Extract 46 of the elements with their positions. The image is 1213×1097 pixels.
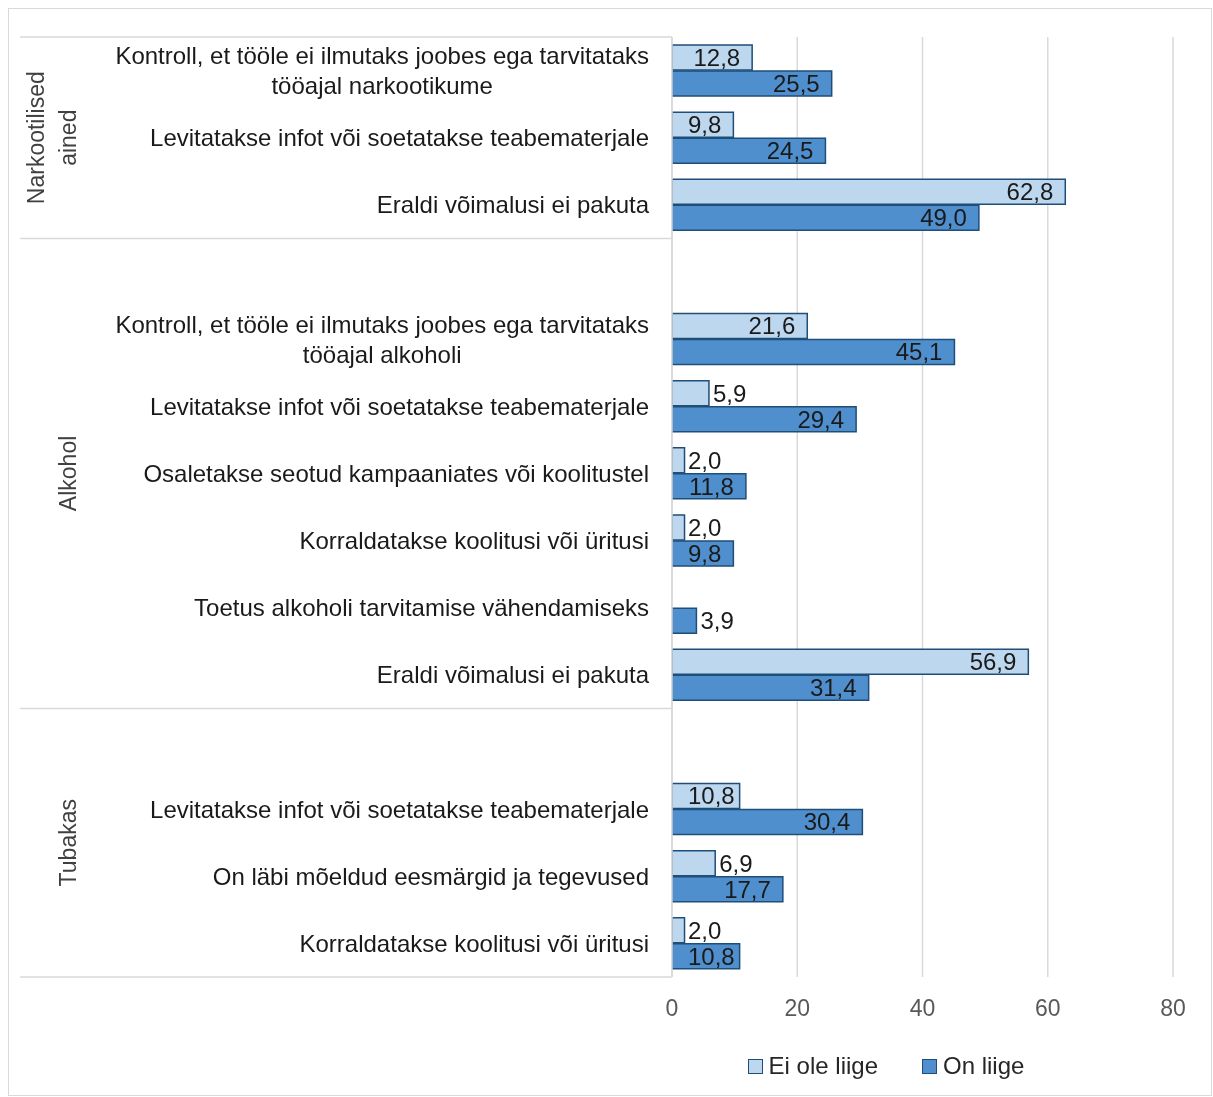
data-label: 10,8: [688, 942, 735, 970]
bar: [672, 607, 698, 634]
data-label: 2,0: [688, 916, 722, 944]
data-label: 2,0: [688, 446, 722, 474]
y-tick-label: Levitatakse infot või soetatakse teabematerjale: [150, 124, 649, 152]
y-tick-label: Eraldi võimalusi ei pakuta: [376, 661, 650, 689]
data-label: 9,8: [688, 111, 722, 139]
x-tick-label: 80: [1160, 995, 1186, 1022]
x-tick-label: 40: [909, 995, 936, 1022]
data-label: 17,7: [724, 875, 771, 903]
data-label: 5,9: [712, 379, 747, 407]
text: Alkohol: [55, 435, 82, 512]
data-label: 29,4: [797, 405, 845, 433]
data-label: 56,9: [969, 648, 1017, 676]
y-tick-label: Korraldatakse koolitusi või üritusi: [299, 929, 649, 957]
text: Narkootilised ained: [23, 71, 82, 205]
y-tick-label: Toetus alkoholi tarvitamise vähendamiseks: [194, 594, 649, 622]
data-label: 31,4: [809, 674, 857, 702]
data-label: 21,6: [748, 312, 796, 340]
text: Tubakas: [55, 799, 82, 887]
y-tick-label: Korraldatakse koolitusi või üritusi: [299, 526, 649, 554]
data-label: 24,5: [766, 137, 814, 165]
data-label: 11,8: [688, 472, 734, 500]
data-label: 2,0: [688, 513, 722, 541]
x-tick-label: 60: [1034, 995, 1061, 1022]
y-tick-label: Kontroll, et tööle ei ilmutaks joobes ega tarvitataks tööajal alkoholi: [115, 310, 650, 368]
data-label: 10,8: [688, 782, 735, 810]
x-tick-label: 20: [784, 995, 811, 1022]
y-tick-label: Levitatakse infot või soetatakse teabematerjale: [150, 392, 649, 420]
data-label: 30,4: [803, 808, 851, 836]
y-tick-label: Eraldi võimalusi ei pakuta: [376, 191, 650, 219]
data-label: 6,9: [719, 849, 753, 877]
data-label: 3,9: [700, 607, 734, 635]
legend-label: Ei ole liige: [768, 1052, 879, 1080]
y-tick-label: On läbi mõeldud eesmärgid ja tegevused: [212, 862, 649, 890]
y-tick-label: Kontroll, et tööle ei ilmutaks joobes ega tarvitataks tööajal narkootikume: [115, 41, 650, 99]
data-label: 49,0: [920, 204, 967, 232]
x-tick-label: 0: [665, 995, 679, 1022]
data-label: 9,8: [688, 539, 722, 567]
data-label: 12,8: [693, 43, 741, 71]
data-label: 62,8: [1006, 178, 1054, 206]
data-label: 45,1: [895, 338, 943, 366]
legend-label: On liige: [943, 1052, 1025, 1080]
y-tick-label: Osaletakse seotud kampaaniates või koolitustel: [143, 459, 649, 487]
data-label: 25,5: [772, 69, 820, 97]
y-tick-label: Levitatakse infot või soetatakse teabematerjale: [150, 795, 649, 823]
